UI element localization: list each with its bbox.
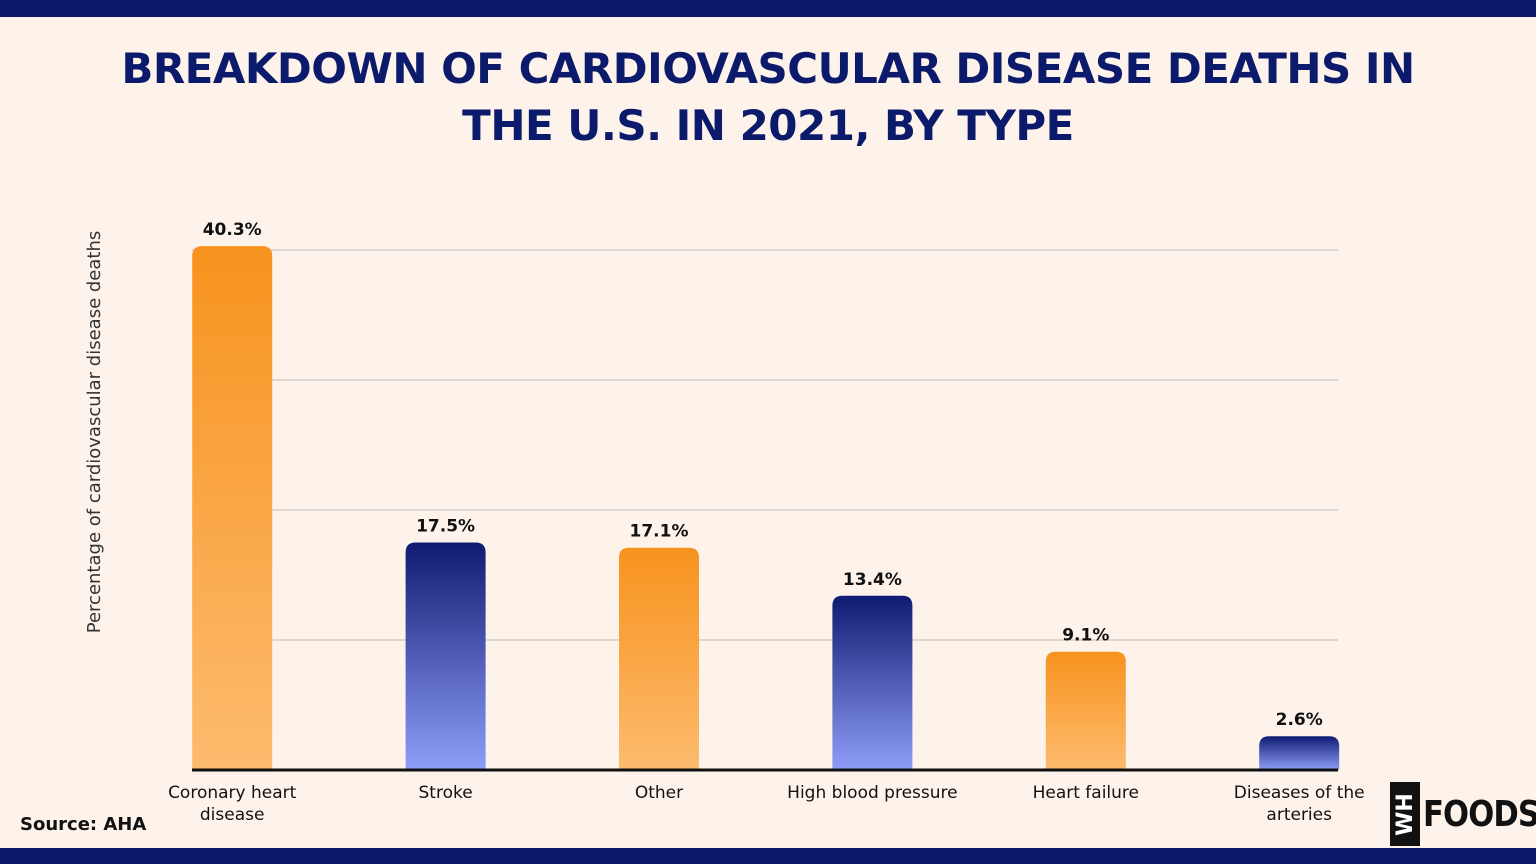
value-label: 17.1% xyxy=(630,522,689,542)
x-tick-label: Other xyxy=(634,783,684,803)
bar xyxy=(1045,651,1126,770)
x-tick-label: Heart failure xyxy=(1032,783,1140,803)
bar xyxy=(405,542,486,770)
bar xyxy=(1259,736,1340,770)
chart-title: BREAKDOWN OF CARDIOVASCULAR DISEASE DEAT… xyxy=(121,44,1415,150)
x-tick-label: High blood pressure xyxy=(787,783,958,803)
value-label: 17.5% xyxy=(416,517,475,537)
x-tick-label: Stroke xyxy=(418,783,473,803)
value-label: 40.3% xyxy=(203,220,262,240)
value-label: 9.1% xyxy=(1062,626,1109,646)
bar xyxy=(192,246,273,771)
value-label: 13.4% xyxy=(843,570,902,590)
bar xyxy=(619,547,699,770)
value-label: 2.6% xyxy=(1276,710,1323,730)
logo: WH FOODS xyxy=(1390,782,1536,846)
source: Source: AHA xyxy=(20,814,147,835)
y-axis-label: Percentage of cardiovascular disease dea… xyxy=(84,231,105,633)
logo-mark: WH xyxy=(1392,792,1418,836)
logo-text: FOODS xyxy=(1423,793,1536,835)
bottom-band xyxy=(0,848,1536,864)
logo-mark-box: WH xyxy=(1390,782,1420,846)
top-band xyxy=(0,0,1536,17)
x-tick-label: Coronary heart disease xyxy=(168,783,297,825)
bar xyxy=(832,595,913,770)
x-tick-label: Diseases of the arteries xyxy=(1233,783,1365,825)
